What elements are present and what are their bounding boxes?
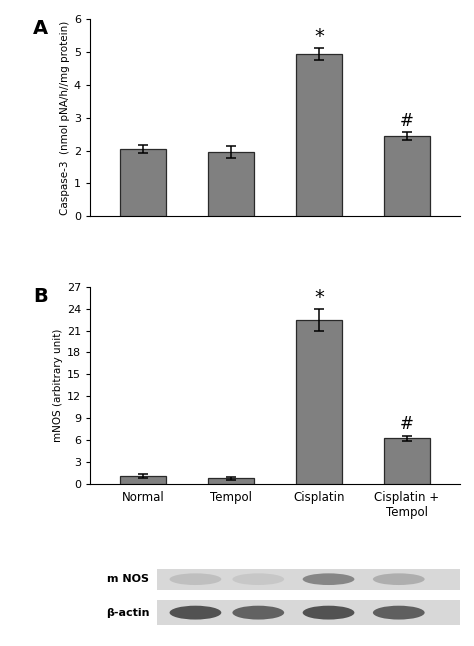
Bar — [384, 136, 430, 216]
Ellipse shape — [302, 574, 355, 585]
Text: A: A — [33, 19, 48, 38]
Ellipse shape — [232, 606, 284, 620]
Bar — [156, 600, 464, 625]
Ellipse shape — [373, 574, 425, 585]
Bar — [156, 568, 464, 590]
Bar — [296, 54, 342, 216]
Bar — [208, 479, 254, 484]
Bar — [296, 320, 342, 484]
Ellipse shape — [302, 606, 355, 620]
Y-axis label: Caspase-3  (nmol pNA/h//mg protein): Caspase-3 (nmol pNA/h//mg protein) — [60, 21, 70, 215]
Bar — [384, 439, 430, 484]
Text: m NOS: m NOS — [107, 574, 149, 584]
Ellipse shape — [373, 606, 425, 620]
Text: *: * — [314, 27, 324, 46]
Ellipse shape — [170, 574, 221, 585]
Text: *: * — [314, 287, 324, 307]
Text: #: # — [400, 415, 414, 433]
Bar — [120, 149, 166, 216]
Text: #: # — [400, 112, 414, 130]
Ellipse shape — [170, 606, 221, 620]
Text: B: B — [33, 287, 47, 306]
Ellipse shape — [232, 574, 284, 585]
Text: β-actin: β-actin — [106, 608, 149, 618]
Bar — [208, 152, 254, 216]
Y-axis label: mNOS (arbitrary unit): mNOS (arbitrary unit) — [53, 329, 63, 442]
Bar — [120, 476, 166, 484]
